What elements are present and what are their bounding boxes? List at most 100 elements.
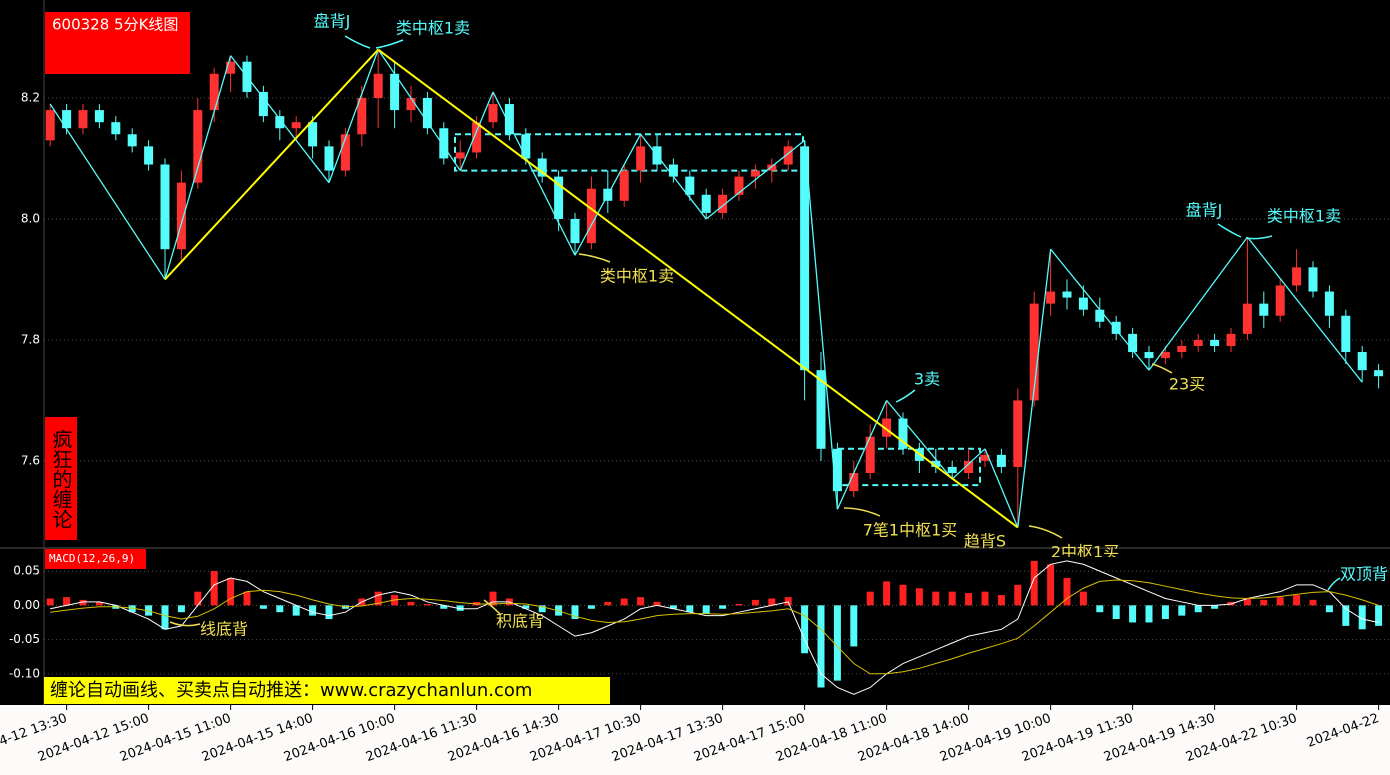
- macd-bar: [1129, 605, 1137, 623]
- candle-body: [964, 460, 974, 473]
- candle-body: [308, 122, 318, 147]
- segment-stroke: [164, 48, 379, 281]
- candle-body: [62, 110, 72, 129]
- candle-body: [488, 104, 498, 123]
- annotation-arrow: [483, 599, 501, 615]
- candle-body: [1357, 352, 1367, 371]
- candle-body: [800, 146, 810, 371]
- macd-bar: [440, 605, 448, 609]
- annotation: 类中枢1卖: [396, 19, 470, 38]
- annotation: 2中枢1买: [1051, 543, 1119, 562]
- bi-stroke: [984, 448, 1019, 528]
- candle-body: [422, 97, 432, 129]
- macd-bar: [1063, 577, 1071, 606]
- candle-body: [1095, 309, 1105, 322]
- bi-stroke: [886, 399, 953, 480]
- macd-bar: [997, 595, 1005, 606]
- candle-body: [504, 104, 514, 135]
- annotation: 23买: [1169, 375, 1205, 394]
- candle-body: [980, 454, 990, 461]
- candle-body: [750, 170, 760, 177]
- macd-bar: [292, 605, 300, 616]
- macd-bar: [1112, 605, 1120, 620]
- annotation-arrow: [375, 39, 404, 49]
- candle-body: [1160, 352, 1170, 359]
- candle-body: [1013, 400, 1023, 467]
- candle-body: [931, 460, 941, 467]
- bi-stroke: [459, 91, 494, 171]
- macd-bar: [1276, 597, 1284, 606]
- macd-bar: [456, 605, 464, 611]
- segment-stroke: [377, 48, 1019, 529]
- candle-body: [94, 110, 104, 123]
- candle-body: [45, 110, 55, 141]
- macd-bar: [1145, 605, 1153, 623]
- macd-bar: [522, 605, 530, 609]
- macd-bar: [259, 605, 267, 609]
- candle-body: [734, 176, 744, 195]
- y-tick-label: 7.6: [21, 453, 40, 467]
- bi-stroke: [230, 55, 330, 184]
- y-tick-label: -0.10: [9, 666, 40, 680]
- macd-bar: [735, 603, 743, 606]
- macd-bar: [309, 605, 317, 616]
- macd-bar: [899, 584, 907, 606]
- bi-stroke: [492, 91, 576, 256]
- macd-bar: [850, 605, 858, 647]
- candle-body: [390, 73, 400, 111]
- candle-body: [1193, 339, 1203, 346]
- macd-label-box: [45, 549, 146, 569]
- macd-bar: [1375, 605, 1383, 626]
- macd-bar: [243, 591, 251, 606]
- zhongshu-box: [454, 133, 804, 172]
- macd-bar: [161, 605, 169, 630]
- annotation-arrow: [1151, 363, 1173, 374]
- macd-bar: [1014, 584, 1022, 606]
- macd-bar: [177, 605, 185, 613]
- candle-body: [340, 134, 350, 171]
- candle-body: [1062, 291, 1072, 298]
- macd-bar: [1161, 605, 1169, 620]
- macd-bar: [1243, 598, 1251, 606]
- candle-body: [1029, 303, 1039, 401]
- macd-bar: [948, 591, 956, 606]
- macd-bar: [210, 571, 218, 606]
- candle-body: [701, 194, 711, 213]
- bi-stroke: [1050, 248, 1150, 371]
- candle-body: [816, 370, 826, 449]
- banner-box: [44, 677, 610, 704]
- x-axis-band: [0, 705, 1390, 775]
- macd-bar: [719, 605, 727, 609]
- macd-bar: [637, 597, 645, 606]
- macd-bar: [1358, 605, 1366, 630]
- candle-body: [1226, 333, 1236, 346]
- candle-body: [1341, 315, 1351, 353]
- zhongshu-box: [837, 447, 981, 487]
- macd-bar: [587, 605, 595, 609]
- annotation: 积底背: [496, 612, 544, 631]
- macd-bar: [1079, 591, 1087, 606]
- dif-line: [50, 560, 1379, 695]
- macd-bar: [1211, 605, 1219, 609]
- candle-body: [291, 122, 301, 129]
- annotation: 盘背J: [314, 12, 351, 31]
- candle-body: [636, 146, 646, 171]
- candle-body: [882, 418, 892, 437]
- annotation: 类中枢1卖: [1267, 207, 1341, 226]
- candle-body: [947, 466, 957, 473]
- macd-bar: [194, 591, 202, 606]
- y-tick-label: 7.8: [21, 332, 40, 346]
- candle-body: [718, 194, 728, 213]
- macd-bar: [817, 605, 825, 688]
- candle-body: [767, 164, 777, 171]
- candle-body: [455, 152, 465, 159]
- candle-body: [849, 472, 859, 492]
- bi-stroke: [951, 448, 986, 480]
- macd-bar: [571, 605, 579, 620]
- candle-body: [226, 61, 236, 74]
- annotation-arrow: [578, 253, 611, 263]
- bi-stroke: [1246, 236, 1363, 383]
- macd-bar: [932, 591, 940, 606]
- candle-body: [537, 158, 547, 177]
- y-tick-label: 0.00: [13, 598, 40, 612]
